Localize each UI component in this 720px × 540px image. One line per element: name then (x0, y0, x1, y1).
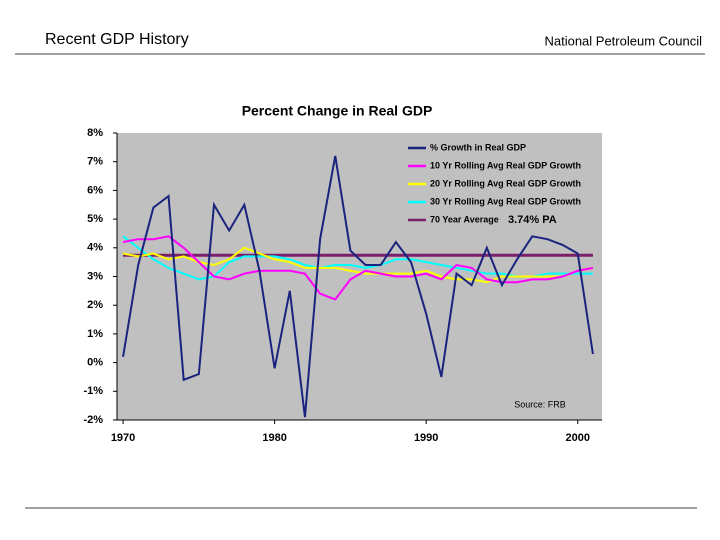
y-tick-label: 7% (87, 156, 103, 168)
organization: National Petroleum Council (544, 33, 702, 48)
y-tick-label: 2% (87, 299, 103, 311)
legend-label: 70 Year Average (430, 214, 499, 224)
y-tick-label: -2% (83, 414, 103, 426)
y-tick-label: -1% (83, 385, 103, 397)
series-line (122, 155, 594, 418)
y-tick-label: 5% (87, 213, 103, 225)
y-tick-label: 4% (87, 242, 103, 254)
legend-label: % Growth in Real GDP (430, 142, 526, 152)
y-tick-label: 3% (87, 270, 103, 282)
series-line (122, 246, 594, 284)
chart-title: Percent Change in Real GDP (242, 103, 433, 119)
x-tick-label: 2000 (566, 432, 590, 444)
series-line (122, 235, 594, 301)
legend-label: 10 Yr Rolling Avg Real GDP Growth (430, 160, 581, 170)
average-annotation: 3.74% PA (508, 214, 557, 226)
source-note: Source: FRB (514, 399, 566, 409)
x-tick-label: 1990 (414, 432, 438, 444)
x-tick-label: 1980 (262, 432, 286, 444)
y-tick-label: 8% (87, 127, 103, 139)
y-tick-label: 6% (87, 184, 103, 196)
x-tick-label: 1970 (111, 432, 135, 444)
y-tick-label: 1% (87, 328, 103, 340)
slide-title: Recent GDP History (45, 31, 189, 48)
legend-label: 30 Yr Rolling Avg Real GDP Growth (430, 196, 581, 206)
legend-label: 20 Yr Rolling Avg Real GDP Growth (430, 178, 581, 188)
y-tick-label: 0% (87, 357, 103, 369)
